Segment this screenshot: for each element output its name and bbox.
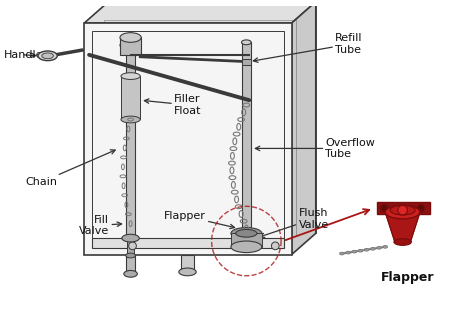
Circle shape <box>398 205 408 215</box>
Ellipse shape <box>231 241 262 252</box>
Polygon shape <box>109 2 316 233</box>
Polygon shape <box>84 2 316 23</box>
Polygon shape <box>84 23 292 254</box>
Bar <box>231 233 262 247</box>
Text: Flush
Valve: Flush Valve <box>260 208 328 237</box>
Bar <box>120 37 141 55</box>
Text: Flapper: Flapper <box>164 211 235 229</box>
Text: Chain: Chain <box>25 150 115 187</box>
Ellipse shape <box>358 249 363 252</box>
Polygon shape <box>385 212 420 242</box>
Ellipse shape <box>179 268 196 276</box>
Ellipse shape <box>390 205 415 215</box>
Ellipse shape <box>122 234 139 242</box>
Ellipse shape <box>364 248 369 251</box>
Ellipse shape <box>385 205 420 219</box>
Bar <box>126 254 136 274</box>
Text: Filler
Float: Filler Float <box>145 94 201 116</box>
Bar <box>127 238 135 255</box>
Ellipse shape <box>346 251 350 254</box>
Ellipse shape <box>242 40 251 45</box>
Ellipse shape <box>381 204 388 212</box>
Bar <box>242 42 251 238</box>
Ellipse shape <box>231 228 262 239</box>
Text: Fill
Valve: Fill Valve <box>79 215 122 236</box>
Circle shape <box>272 242 279 250</box>
Polygon shape <box>292 2 316 254</box>
Circle shape <box>128 242 137 250</box>
Ellipse shape <box>417 204 425 212</box>
Bar <box>92 238 284 248</box>
Bar <box>242 59 251 66</box>
Ellipse shape <box>42 53 54 59</box>
Ellipse shape <box>38 51 57 61</box>
Ellipse shape <box>383 245 388 248</box>
Ellipse shape <box>121 116 140 123</box>
Bar <box>181 254 194 272</box>
Ellipse shape <box>377 246 382 249</box>
Ellipse shape <box>352 250 356 253</box>
Bar <box>126 37 136 238</box>
Bar <box>121 76 140 119</box>
Ellipse shape <box>120 33 141 42</box>
Text: Flapper: Flapper <box>381 271 434 284</box>
Ellipse shape <box>124 270 137 277</box>
Ellipse shape <box>120 40 141 50</box>
Ellipse shape <box>121 73 140 79</box>
Ellipse shape <box>236 229 257 237</box>
Ellipse shape <box>394 239 411 245</box>
Text: Refill
Tube: Refill Tube <box>253 34 363 62</box>
Text: Handle: Handle <box>4 50 44 60</box>
Text: Overflow
Tube: Overflow Tube <box>255 138 375 159</box>
Ellipse shape <box>339 252 344 255</box>
Bar <box>376 203 429 214</box>
Ellipse shape <box>371 247 375 250</box>
Ellipse shape <box>126 253 136 258</box>
